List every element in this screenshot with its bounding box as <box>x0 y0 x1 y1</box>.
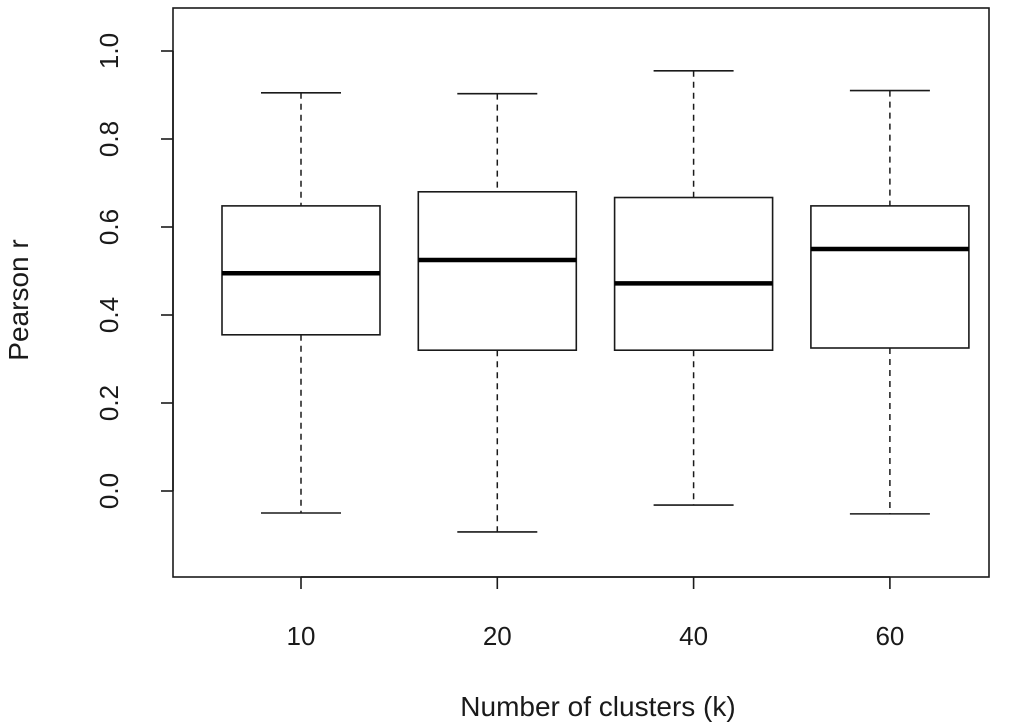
y-tick-label: 0.0 <box>94 473 124 509</box>
y-tick-label: 0.4 <box>94 297 124 333</box>
box-iqr <box>810 205 970 349</box>
x-tick-label: 40 <box>679 621 708 651</box>
y-axis-title: Pearson r <box>3 239 34 360</box>
y-tick-label: 0.6 <box>94 209 124 245</box>
y-axis: 0.0 0.2 0.4 0.6 0.8 1.0 <box>94 33 174 509</box>
box-group-20 <box>417 92 578 533</box>
box-iqr <box>221 205 381 336</box>
box-group-60 <box>810 89 970 515</box>
x-axis-title: Number of clusters (k) <box>460 691 735 722</box>
x-tick-label: 20 <box>483 621 512 651</box>
box-iqr <box>613 196 774 351</box>
y-tick-label: 0.8 <box>94 121 124 157</box>
x-axis: 10 20 40 60 <box>287 576 904 651</box>
box-group-10 <box>221 92 381 514</box>
box-group-40 <box>613 70 774 506</box>
box-iqr <box>417 191 578 351</box>
y-tick-label: 1.0 <box>94 33 124 69</box>
boxes-layer <box>221 70 970 533</box>
x-tick-label: 10 <box>287 621 316 651</box>
y-tick-label: 0.2 <box>94 385 124 421</box>
x-tick-label: 60 <box>875 621 904 651</box>
